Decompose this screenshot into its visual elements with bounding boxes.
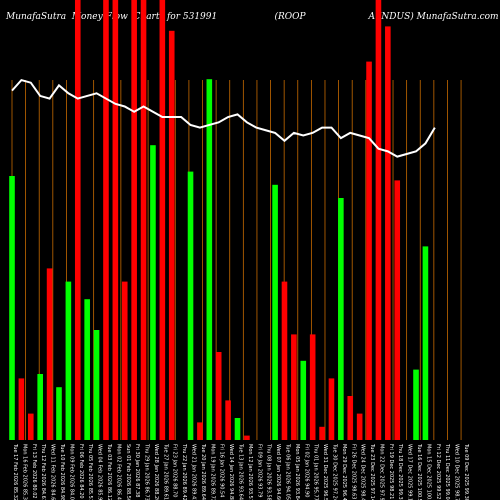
bar: [187, 171, 194, 440]
bar: [37, 374, 43, 440]
x-tick-label: Tue 16 Dec 2025 100.55: [416, 443, 422, 500]
bar: [244, 435, 250, 440]
bar: [281, 281, 288, 440]
x-tick-label: Fri 26 Dec 2025 98.63: [350, 444, 356, 499]
bar: [159, 0, 166, 440]
x-tick-label: Tue 09 Dec 2025 99.30: [463, 443, 469, 500]
x-tick-label: Thu 12 Feb 2026 84.61: [40, 443, 46, 500]
line-group: [11, 78, 436, 158]
bar: [328, 378, 335, 440]
x-tick-label: Wed 28 Jan 2026 88.20: [153, 444, 159, 500]
bar: [206, 79, 213, 440]
x-tick-label: Fri 30 Jan 2026 87.38: [134, 444, 140, 497]
x-tick-label: Wed 11 Feb 2026 84.62: [50, 444, 56, 500]
x-tick-label: Wed 10 Dec 2025 98.72: [454, 444, 460, 500]
x-tick-label: Tue 13 Jan 2026 93.64: [238, 443, 244, 500]
x-tick-label: Fri 02 Jan 2026 94.90: [303, 444, 309, 497]
x-tick-label: Tue 17 Feb 2026 85.32: [12, 443, 18, 500]
bar: [65, 281, 72, 440]
bar: [197, 422, 203, 440]
bar: [375, 0, 382, 440]
x-tick-label: Fri 09 Jan 2026 93.79: [256, 444, 262, 497]
bar: [56, 387, 62, 440]
x-tick-label: Fri 23 Jan 2026 88.70: [172, 444, 178, 497]
x-tick-labels: Tue 17 Feb 2026 85.32 Mon 16 Feb 2026 85.…: [12, 443, 469, 500]
x-tick-label: Thu 08 Jan 2026 93.58: [266, 443, 272, 500]
bar: [121, 281, 128, 440]
x-tick-label: Thu 22 Jan 2026 89.42: [181, 443, 187, 500]
x-tick-label: Thu 18 Dec 2025 99.31: [397, 443, 403, 500]
bar: [225, 400, 231, 440]
bar: [234, 418, 241, 440]
x-tick-label: Mon 16 Feb 2026 85.33: [21, 444, 27, 500]
bar: [27, 413, 34, 440]
x-tick-label: Tue 27 Jan 2026 89.61: [162, 443, 168, 500]
bar: [9, 176, 15, 440]
x-tick-label: Mon 29 Dec 2025 96.41: [341, 444, 347, 500]
x-tick-label: Fri 12 Dec 2025 99.52: [435, 444, 441, 499]
x-tick-label: Tue 10 Feb 2026 84.98: [59, 443, 65, 500]
bar: [300, 360, 307, 440]
x-tick-label: Mon 05 Jan 2026 93.84: [294, 444, 300, 500]
x-tick-label: Tue 06 Jan 2026 94.05: [284, 443, 290, 500]
bar: [291, 334, 297, 440]
x-tick-label: Mon 09 Feb 2026 84.05: [68, 444, 74, 500]
bar: [74, 0, 81, 440]
x-tick-label: Fri 06 Feb 2026 84.20: [78, 444, 84, 499]
bars-group: [9, 0, 429, 441]
x-tick-label: Sun 01 Feb 2026 88.56: [125, 444, 131, 500]
x-tick-label: Tue 23 Dec 2025 97.14: [369, 443, 375, 500]
x-tick-label: Wed 24 Dec 2025 98.46: [360, 444, 366, 500]
x-tick-label: Wed 14 Jan 2026 94.88: [228, 444, 234, 500]
x-tick-label: Fri 16 Jan 2026 90.54: [219, 444, 225, 497]
bar: [394, 180, 401, 440]
x-tick-label: Wed 17 Dec 2025 99.13: [407, 444, 413, 500]
bar: [215, 352, 222, 440]
bar: [84, 299, 90, 440]
bar: [319, 426, 325, 440]
x-tick-label: Mon 12 Jan 2026 93.57: [247, 444, 253, 500]
bar: [112, 0, 119, 440]
x-tick-label: Wed 04 Feb 2026 85.92: [97, 444, 103, 500]
bar: [356, 413, 363, 440]
x-tick-label: Fri 19 Dec 2025 98.21: [388, 444, 394, 499]
x-tick-label: Wed 21 Jan 2026 89.43: [191, 444, 197, 500]
bar: [422, 246, 429, 440]
bar: [347, 396, 354, 440]
x-tick-label: Mon 22 Dec 2025 97.90: [378, 444, 384, 500]
bar: [413, 369, 419, 440]
x-tick-label: Mon 15 Dec 2025 100.86: [425, 444, 431, 500]
bar: [131, 0, 137, 440]
x-tick-label: Thu 05 Feb 2026 85.51: [87, 443, 93, 500]
x-tick-label: Tue 20 Jan 2026 89.64: [200, 443, 206, 500]
bar: [46, 268, 53, 440]
x-tick-label: Mon 19 Jan 2026 89.72: [209, 444, 215, 500]
bar: [366, 61, 372, 440]
bar: [385, 26, 391, 441]
bar: [18, 378, 25, 440]
bar: [103, 0, 109, 440]
series-line: [11, 78, 436, 158]
x-tick-label: Thu 29 Jan 2026 86.73: [144, 443, 150, 500]
x-tick-label: Fri 13 Feb 2026 80.02: [31, 444, 37, 499]
x-tick-label: Wed 07 Jan 2026 94.60: [275, 444, 281, 500]
x-tick-label: Tue 03 Feb 2026 86.12: [106, 443, 112, 500]
bar: [168, 30, 175, 441]
bar: [338, 198, 344, 440]
bar: [150, 145, 156, 440]
x-tick-label: Wed 31 Dec 2025 96.52: [322, 444, 328, 500]
x-tick-label: Thu 11 Dec 2025 99.04: [444, 443, 450, 500]
x-tick-label: Mon 02 Feb 2026 86.42: [115, 444, 121, 500]
bar: [93, 330, 100, 440]
x-tick-label: Thu 01 Jan 2026 95.77: [313, 443, 319, 500]
bar: [309, 334, 316, 440]
bar: [140, 0, 147, 440]
bar: [272, 184, 278, 440]
x-tick-label: Tue 30 Dec 2025 97.24: [331, 443, 337, 500]
